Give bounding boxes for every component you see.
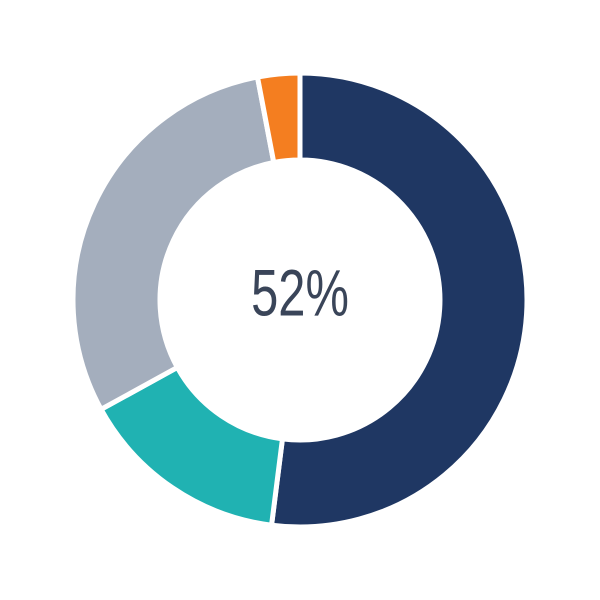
donut-segment-gray: [70, 74, 277, 413]
donut-segment-navy: [268, 70, 530, 530]
donut-center-value: 52%: [251, 255, 349, 330]
donut-segment-orange: [254, 70, 303, 166]
